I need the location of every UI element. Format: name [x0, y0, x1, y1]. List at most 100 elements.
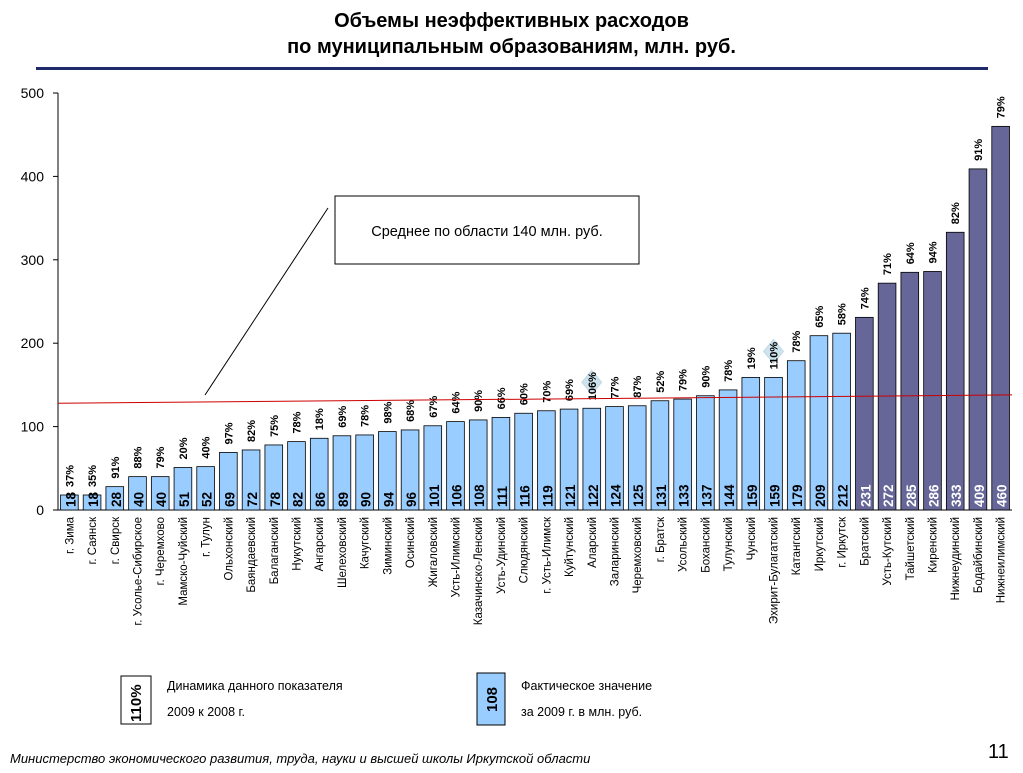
bar: [355, 434, 374, 511]
legend-actual-line2: за 2009 г. в млн. руб.: [521, 705, 642, 719]
bar-value-label: 122: [586, 484, 601, 507]
bar-value-label: 159: [745, 484, 760, 507]
footer-ministry: Министерство экономического развития, тр…: [10, 751, 591, 766]
x-tick-label: Боханский: [700, 517, 712, 573]
legend-actual-line1: Фактическое значение: [521, 679, 652, 693]
x-tick-label: Балаганский: [269, 517, 281, 584]
dynamics-percent-label: 19%: [746, 347, 758, 369]
average-callout-box: [334, 195, 640, 265]
dynamics-percent-label: 64%: [451, 391, 463, 413]
bar: [514, 412, 533, 511]
legend-actual-swatch: [476, 672, 506, 726]
bar-value-label: 69: [222, 492, 237, 507]
legend-dynamics-sample: 110%: [128, 684, 145, 722]
x-tick-label: Ольхонский: [223, 517, 235, 581]
bar: [582, 407, 602, 511]
dynamics-percent-label: 18%: [314, 408, 326, 430]
bar: [968, 168, 988, 511]
dynamics-percent-label: 67%: [428, 396, 440, 418]
bar: [877, 282, 897, 511]
x-tick-label: Шелеховский: [337, 517, 349, 588]
x-tick-label: Нижнеудинский: [950, 517, 962, 601]
dynamics-percent-label: 90%: [700, 366, 712, 388]
bar-value-label: 125: [631, 484, 646, 507]
dynamics-percent-label: 74%: [859, 287, 871, 309]
bar-value-label: 133: [677, 484, 692, 507]
x-tick-label: Усть-Удинский: [496, 517, 508, 594]
dynamics-percent-label: 91%: [110, 456, 122, 478]
bar-value-label: 86: [313, 491, 328, 507]
bar-value-label: 89: [336, 492, 351, 507]
legend-dynamics-line2: 2009 к 2008 г.: [167, 705, 245, 719]
bar-value-label: 18: [86, 491, 101, 507]
x-tick-label: Баяндаевский: [246, 517, 258, 593]
bar: [809, 335, 829, 511]
legend-actual-sample: 108: [484, 687, 501, 712]
dynamics-percent-label: 79%: [678, 369, 690, 391]
x-tick-label: Аларский: [587, 517, 599, 568]
bar-value-label: 78: [268, 491, 283, 507]
dynamics-percent-label: 68%: [405, 400, 417, 422]
bar: [82, 494, 102, 511]
bar-value-label: 272: [881, 484, 896, 507]
dynamics-percent-label: 82%: [950, 202, 962, 224]
dynamics-percent-label: 77%: [610, 376, 622, 398]
bar: [400, 429, 420, 511]
bar-value-label: 179: [790, 484, 805, 507]
bar: [650, 400, 670, 511]
bar-value-label: 116: [518, 485, 533, 507]
x-tick-label: г. Черемхово: [155, 517, 167, 585]
dynamics-percent-label: 71%: [882, 253, 894, 275]
bar: [219, 452, 238, 511]
x-tick-label: Казачинско-Ленский: [473, 517, 485, 625]
average-line: [57, 394, 1013, 404]
dynamics-percent-label: 79%: [996, 96, 1008, 118]
bar-value-label: 119: [540, 485, 555, 507]
bar: [287, 441, 306, 511]
bar-value-label: 40: [154, 492, 169, 507]
bar: [264, 444, 284, 511]
dynamics-percent-label: 58%: [837, 303, 849, 325]
x-tick-label: Слюдянский: [519, 517, 531, 583]
bar-value-label: 52: [200, 492, 215, 507]
legend-dynamics-line1: Динамика данного показателя: [167, 679, 343, 693]
bar: [718, 389, 738, 511]
bar-value-label: 72: [245, 492, 260, 507]
x-tick-label: Осинский: [405, 517, 417, 568]
x-tick-label: г. Саянск: [87, 516, 99, 564]
dynamics-percent-label: 79%: [155, 446, 167, 468]
highlight-diamond-marker: [581, 369, 603, 395]
dynamics-percent-label: 66%: [496, 387, 508, 409]
x-tick-label: Нукутский: [292, 517, 304, 571]
bar: [468, 419, 488, 511]
dynamics-percent-label: 35%: [87, 465, 99, 487]
bar-value-label: 96: [404, 491, 419, 507]
bar-value-label: 51: [177, 491, 192, 507]
x-tick-label: г. Усолье-Сибирское: [133, 517, 145, 626]
y-tick-label: 500: [21, 85, 45, 101]
x-tick-label: Зиминский: [382, 517, 394, 575]
bar-value-label: 111: [495, 485, 510, 507]
bar-value-label: 159: [768, 484, 783, 507]
x-tick-label: Катангский: [791, 517, 803, 575]
chart-title: Объемы неэффективных расходов по муницип…: [0, 8, 1023, 60]
bar: [309, 437, 329, 511]
dynamics-percent-label: 91%: [973, 139, 985, 161]
bar-value-label: 90: [359, 492, 374, 507]
bar: [241, 449, 261, 511]
page-number: 11: [988, 741, 1009, 763]
title-line-2: по муниципальным образованиям, млн. руб.: [287, 36, 736, 58]
bar: [60, 494, 79, 511]
dynamics-percent-label: 78%: [723, 360, 735, 382]
dynamics-percent-label: 78%: [292, 411, 304, 433]
x-tick-label: Куйтунский: [564, 517, 576, 577]
bar: [991, 125, 1010, 511]
dynamics-percent-label: 52%: [655, 371, 667, 393]
bar-value-label: 409: [972, 484, 987, 507]
bar: [446, 421, 465, 511]
dynamics-percent-label: 65%: [814, 305, 826, 327]
bar: [900, 271, 920, 511]
x-tick-label: Ангарский: [314, 517, 326, 571]
highlight-diamond-marker: [762, 338, 785, 365]
